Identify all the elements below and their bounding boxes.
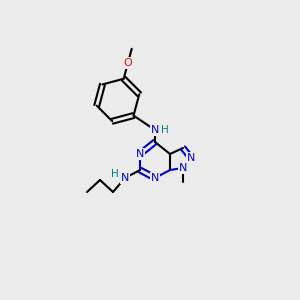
Text: H: H: [111, 169, 119, 179]
Text: N: N: [136, 149, 144, 159]
Text: N: N: [187, 153, 195, 163]
Text: H: H: [161, 125, 169, 135]
Text: N: N: [151, 125, 159, 135]
Text: N: N: [121, 173, 129, 183]
Text: N: N: [151, 173, 159, 183]
Text: O: O: [124, 58, 132, 68]
Text: N: N: [179, 163, 187, 173]
